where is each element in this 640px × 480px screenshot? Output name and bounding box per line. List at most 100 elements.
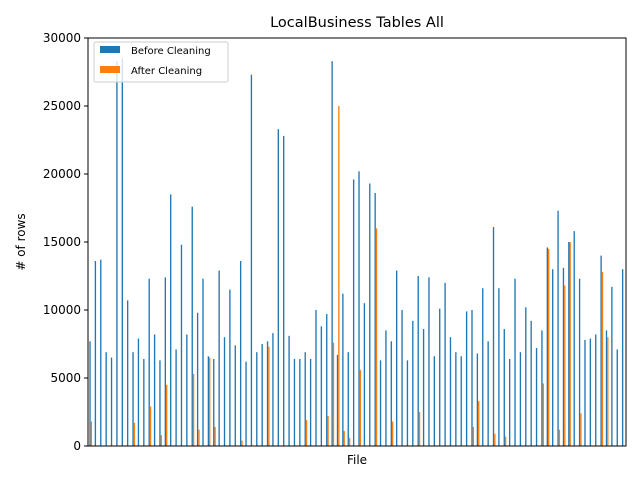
bar-before-39 bbox=[299, 358, 301, 446]
bar-after-88 bbox=[564, 285, 566, 446]
bar-after-85 bbox=[547, 248, 550, 446]
bar-before-80 bbox=[519, 352, 522, 446]
bar-after-84 bbox=[542, 383, 544, 446]
bar-after-50 bbox=[359, 369, 362, 446]
bar-before-19 bbox=[191, 206, 193, 446]
bar-before-31 bbox=[256, 352, 258, 446]
bar-before-15 bbox=[170, 194, 172, 446]
y-tick-label-10000: 10000 bbox=[43, 303, 81, 317]
bar-before-66 bbox=[444, 282, 446, 446]
bar-before-8 bbox=[132, 352, 134, 446]
bar-after-33 bbox=[268, 346, 270, 446]
legend-swatch-after-cleaning bbox=[100, 66, 120, 73]
bar-before-41 bbox=[309, 358, 312, 446]
x-axis-label: File bbox=[347, 453, 367, 467]
bar-after-19 bbox=[192, 373, 195, 446]
bar-before-90 bbox=[573, 231, 575, 446]
bar-before-83 bbox=[535, 348, 538, 446]
bar-after-22 bbox=[209, 357, 211, 446]
bar-before-11 bbox=[148, 278, 150, 446]
bar-before-60 bbox=[412, 320, 414, 446]
bar-before-7 bbox=[127, 300, 129, 446]
bar-after-89 bbox=[569, 242, 571, 446]
bar-after-0 bbox=[90, 421, 93, 446]
bar-after-96 bbox=[607, 337, 609, 446]
bar-before-93 bbox=[589, 338, 592, 446]
y-tick-label-5000: 5000 bbox=[50, 371, 81, 385]
bar-before-25 bbox=[223, 337, 226, 446]
bar-after-23 bbox=[214, 426, 216, 446]
bar-after-95 bbox=[601, 271, 604, 446]
bar-before-88 bbox=[562, 267, 565, 446]
y-axis-label: # of rows bbox=[14, 213, 28, 270]
y-tick-label-25000: 25000 bbox=[43, 99, 81, 113]
bar-before-81 bbox=[525, 307, 527, 446]
bar-before-5 bbox=[116, 61, 118, 447]
bar-after-48 bbox=[348, 437, 351, 446]
bar-after-87 bbox=[558, 429, 561, 446]
bar-before-64 bbox=[433, 356, 436, 446]
bar-before-53 bbox=[374, 193, 376, 446]
bar-before-99 bbox=[621, 269, 624, 446]
bar-before-82 bbox=[530, 320, 532, 446]
bar-before-2 bbox=[100, 259, 102, 446]
bar-before-50 bbox=[358, 171, 360, 446]
bar-after-71 bbox=[472, 426, 475, 446]
bar-after-14 bbox=[166, 384, 168, 446]
bar-before-63 bbox=[428, 277, 430, 446]
bar-before-98 bbox=[616, 349, 618, 446]
bar-before-71 bbox=[471, 310, 473, 446]
bar-before-77 bbox=[503, 329, 505, 446]
bar-before-46 bbox=[336, 354, 339, 446]
y-tick-label-20000: 20000 bbox=[43, 167, 81, 181]
bar-before-44 bbox=[326, 314, 328, 446]
bar-before-35 bbox=[277, 129, 279, 446]
chart-title: LocalBusiness Tables All bbox=[270, 15, 444, 31]
y-axis: 0 5000 10000 15000 20000 25000 30000 bbox=[43, 31, 88, 453]
bar-before-84 bbox=[541, 330, 543, 446]
bar-before-73 bbox=[482, 288, 484, 446]
bar-before-76 bbox=[498, 288, 500, 446]
bar-before-43 bbox=[320, 326, 323, 446]
bar-before-85 bbox=[546, 247, 548, 446]
bar-before-95 bbox=[600, 255, 602, 446]
bar-before-57 bbox=[396, 270, 398, 446]
bar-before-38 bbox=[293, 358, 296, 446]
bar-before-9 bbox=[137, 338, 140, 446]
bar-after-45 bbox=[332, 342, 335, 446]
bar-before-34 bbox=[272, 333, 274, 446]
bar-before-87 bbox=[557, 210, 559, 446]
bar-before-49 bbox=[352, 179, 355, 446]
bar-before-55 bbox=[385, 330, 387, 446]
bar-before-75 bbox=[492, 227, 495, 446]
bar-before-42 bbox=[315, 310, 317, 446]
bar-before-68 bbox=[455, 352, 457, 446]
bar-before-74 bbox=[487, 341, 489, 446]
bar-after-40 bbox=[305, 420, 308, 446]
bar-after-8 bbox=[133, 422, 136, 446]
y-tick-label-0: 0 bbox=[73, 439, 81, 453]
bar-before-22 bbox=[207, 356, 210, 446]
bar-after-28 bbox=[241, 440, 243, 446]
bar-before-94 bbox=[595, 334, 597, 446]
bar-after-72 bbox=[478, 401, 480, 446]
bar-after-11 bbox=[149, 406, 152, 446]
bar-before-24 bbox=[218, 270, 220, 446]
bar-after-47 bbox=[343, 431, 345, 446]
bars-group bbox=[89, 58, 624, 447]
bar-before-16 bbox=[175, 349, 177, 446]
bar-before-69 bbox=[460, 356, 462, 446]
bar-before-32 bbox=[261, 344, 263, 446]
bar-before-23 bbox=[213, 358, 215, 446]
bar-before-26 bbox=[229, 289, 231, 446]
bar-after-75 bbox=[494, 433, 496, 446]
bar-before-56 bbox=[390, 341, 392, 446]
bar-before-4 bbox=[110, 357, 113, 446]
bar-before-40 bbox=[304, 352, 306, 446]
bar-before-13 bbox=[159, 360, 161, 446]
plot-frame bbox=[87, 37, 627, 447]
bar-before-28 bbox=[239, 261, 242, 446]
bar-after-20 bbox=[198, 429, 200, 446]
bar-before-14 bbox=[164, 277, 166, 446]
